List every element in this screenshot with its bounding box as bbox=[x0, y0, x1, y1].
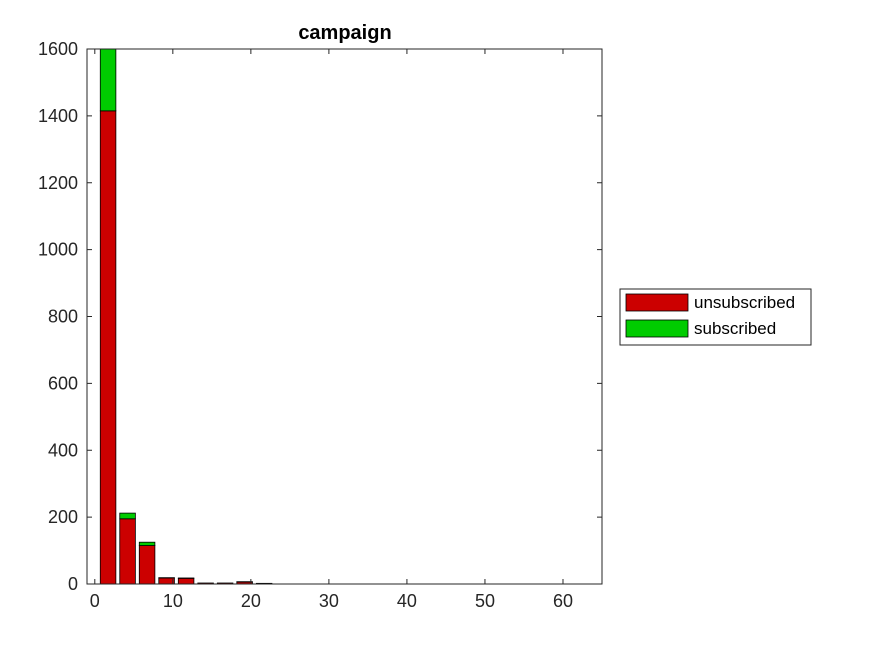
x-tick-label: 20 bbox=[241, 591, 261, 611]
bar-unsubscribed-4 bbox=[177, 577, 195, 585]
x-tick-label: 40 bbox=[397, 591, 417, 611]
legend-label-unsubscribed: unsubscribed bbox=[694, 293, 795, 312]
x-tick-label: 60 bbox=[553, 591, 573, 611]
legend: unsubscribed subscribed bbox=[619, 288, 812, 346]
x-tick-label: 0 bbox=[90, 591, 100, 611]
legend-swatch-unsubscribed bbox=[625, 293, 689, 312]
y-tick-label: 0 bbox=[68, 574, 78, 594]
y-tick-label: 1000 bbox=[38, 240, 78, 260]
y-tick-label: 800 bbox=[48, 307, 78, 327]
legend-swatch-subscribed bbox=[625, 319, 689, 338]
bar-subscribed-1 bbox=[119, 512, 136, 520]
legend-label-subscribed: subscribed bbox=[694, 319, 776, 338]
chart-title: campaign bbox=[298, 22, 391, 44]
bar-unsubscribed-3 bbox=[158, 577, 175, 585]
bar-subscribed-2 bbox=[138, 541, 156, 546]
y-tick-label: 1600 bbox=[38, 39, 78, 59]
x-tick-label: 30 bbox=[319, 591, 339, 611]
y-tick-label: 200 bbox=[48, 507, 78, 527]
bars-layer bbox=[99, 48, 273, 585]
y-tick-label: 1400 bbox=[38, 106, 78, 126]
bar-unsubscribed-2 bbox=[138, 545, 156, 585]
y-tick-label: 1200 bbox=[38, 173, 78, 193]
ticks-layer: 0 10 20 30 40 50 60020040060080010001200140016… bbox=[38, 39, 602, 611]
bar-unsubscribed-1 bbox=[119, 518, 136, 585]
x-tick-label: 10 bbox=[163, 591, 183, 611]
y-tick-label: 400 bbox=[48, 440, 78, 460]
x-tick-label: 50 bbox=[475, 591, 495, 611]
y-tick-label: 600 bbox=[48, 373, 78, 393]
bar-unsubscribed-0 bbox=[99, 110, 117, 585]
bar-subscribed-0 bbox=[99, 48, 117, 112]
